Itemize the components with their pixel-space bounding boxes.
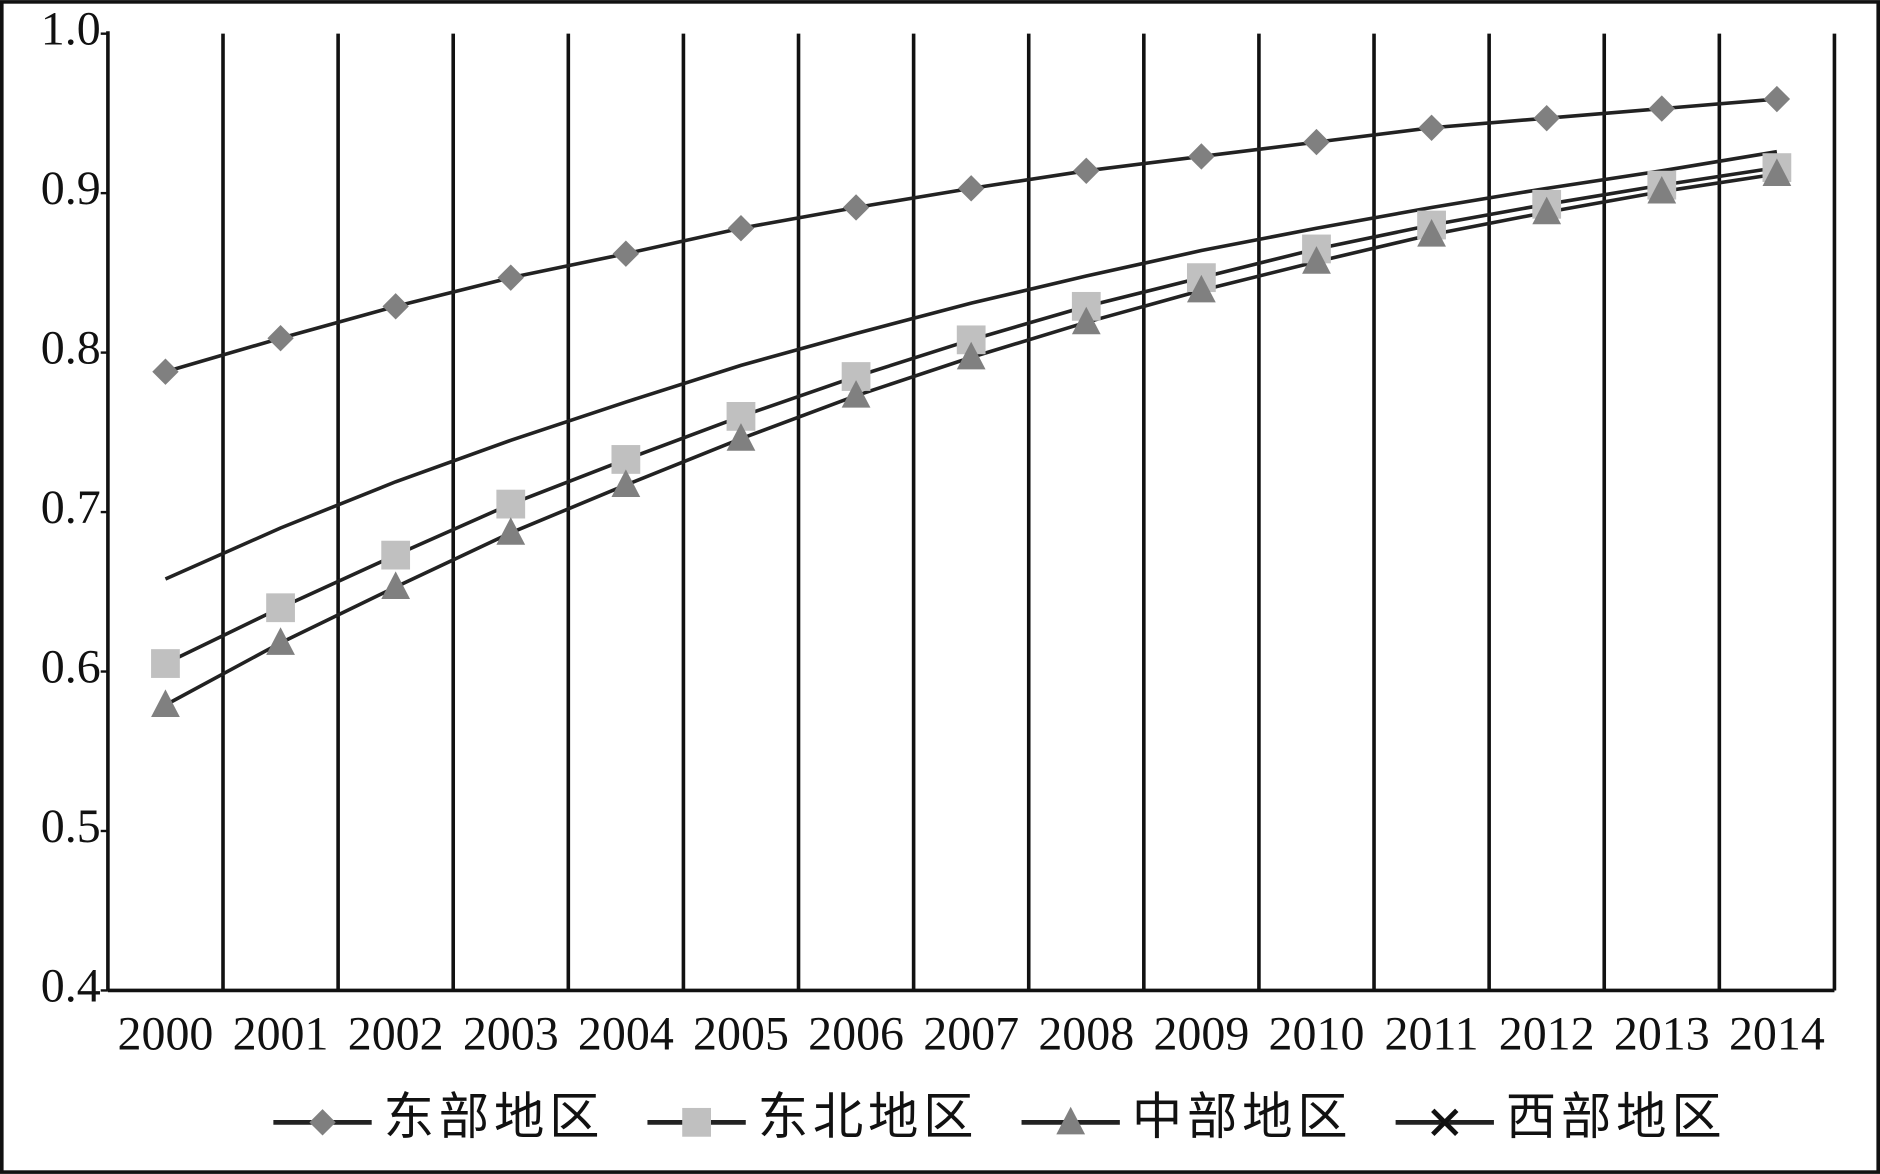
data-point xyxy=(1533,104,1560,132)
x-tick-label: 2008 xyxy=(1038,1007,1134,1060)
legend-label: 东部地区 xyxy=(384,1089,605,1145)
data-point xyxy=(1303,128,1330,156)
data-point xyxy=(611,469,641,497)
data-point xyxy=(496,489,526,519)
legend-marker xyxy=(1431,1108,1459,1137)
y-tick-label: 0.8 xyxy=(41,322,101,375)
x-tick-label: 2001 xyxy=(233,1007,329,1060)
legend-marker xyxy=(1056,1106,1086,1135)
data-point xyxy=(1763,85,1791,113)
x-tick-label: 2004 xyxy=(578,1007,674,1060)
x-tick-label: 2012 xyxy=(1499,1007,1595,1060)
data-point xyxy=(382,293,409,320)
y-tick-label: 1.0 xyxy=(41,3,101,56)
data-point xyxy=(151,649,180,678)
legend-marker xyxy=(682,1107,711,1137)
x-tick-label: 2010 xyxy=(1269,1007,1365,1060)
data-point xyxy=(1186,274,1216,303)
data-point xyxy=(842,194,870,221)
x-tick-label: 2003 xyxy=(463,1007,559,1060)
x-tick-label: 2005 xyxy=(693,1007,789,1060)
y-tick-label: 0.5 xyxy=(41,800,101,853)
legend-marker xyxy=(309,1109,336,1136)
data-point xyxy=(152,358,179,385)
series-line xyxy=(164,149,1778,581)
data-point xyxy=(1417,219,1446,247)
x-tick-label: 2007 xyxy=(923,1007,1019,1060)
y-tick-label: 0.6 xyxy=(41,641,101,694)
data-point xyxy=(726,423,756,451)
data-point xyxy=(1532,196,1562,225)
y-tick-label: 0.4 xyxy=(41,959,101,1012)
x-tick-label: 2013 xyxy=(1614,1007,1710,1060)
data-point xyxy=(267,325,294,352)
x-tick-label: 2006 xyxy=(808,1007,904,1060)
data-point xyxy=(1188,143,1215,170)
data-point xyxy=(496,517,526,545)
data-point xyxy=(1648,95,1675,122)
data-point xyxy=(381,540,411,570)
y-tick-label: 0.9 xyxy=(41,162,101,215)
data-point xyxy=(266,627,295,655)
data-point xyxy=(266,593,295,623)
data-point xyxy=(1762,158,1792,186)
legend-label: 中部地区 xyxy=(1132,1089,1353,1145)
legend-label: 东北地区 xyxy=(758,1089,979,1145)
data-point xyxy=(957,175,985,202)
data-point xyxy=(841,380,871,408)
x-tick-label: 2009 xyxy=(1153,1007,1249,1060)
x-tick-label: 2014 xyxy=(1729,1007,1825,1060)
data-point xyxy=(381,571,411,600)
data-point xyxy=(956,341,986,370)
data-point xyxy=(727,215,755,242)
x-tick-label: 2002 xyxy=(348,1007,444,1060)
legend-label: 西部地区 xyxy=(1506,1089,1727,1145)
y-tick-label: 0.7 xyxy=(41,481,101,534)
data-point xyxy=(1071,306,1101,335)
data-point xyxy=(611,445,641,474)
data-point xyxy=(1418,114,1445,141)
x-tick-label: 2011 xyxy=(1385,1007,1479,1060)
data-point xyxy=(1302,246,1331,274)
data-point xyxy=(1073,157,1100,184)
data-point xyxy=(1647,175,1677,204)
x-tick-label: 2000 xyxy=(118,1007,214,1060)
data-point xyxy=(151,689,180,718)
